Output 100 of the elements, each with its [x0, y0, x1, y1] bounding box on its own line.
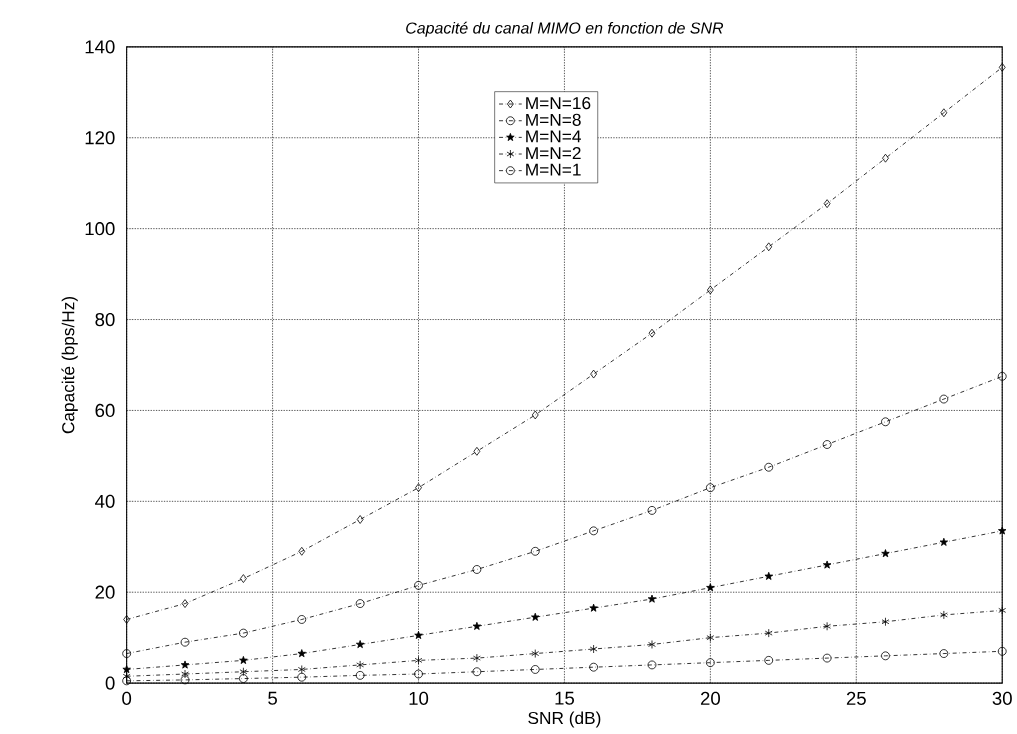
legend-label: M=N=16	[526, 97, 591, 110]
point	[414, 656, 423, 665]
point	[180, 637, 190, 647]
x-tick-label: 5	[268, 691, 277, 705]
y-tick-label: 0	[105, 676, 115, 690]
x-tick-label: 25	[846, 691, 866, 705]
point	[297, 672, 307, 682]
point	[882, 153, 889, 163]
point	[473, 653, 481, 663]
point	[764, 628, 773, 638]
point	[356, 515, 364, 524]
y-tick-label: 140	[85, 40, 115, 54]
point	[122, 671, 131, 681]
point	[181, 669, 189, 679]
point	[297, 615, 307, 624]
point	[997, 371, 1007, 381]
x-tick-label: 30	[992, 691, 1012, 705]
y-tick-label: 120	[85, 131, 115, 145]
point	[822, 653, 832, 663]
point	[530, 665, 540, 674]
point	[764, 462, 774, 472]
point	[823, 199, 831, 209]
point	[705, 483, 715, 493]
point	[181, 599, 189, 608]
x-tick-label: 20	[700, 691, 720, 705]
point	[822, 440, 832, 449]
point	[355, 640, 365, 649]
point	[531, 612, 540, 621]
point	[355, 671, 365, 680]
point	[647, 594, 657, 603]
point	[122, 665, 131, 674]
point	[122, 676, 132, 686]
point	[823, 621, 831, 631]
point	[590, 369, 598, 379]
point	[998, 606, 1007, 615]
y-axis-title: Capacité (bps/Hz)	[61, 296, 78, 434]
point	[180, 660, 190, 669]
y-tick-label: 40	[95, 494, 115, 508]
legend-label: M=N=8	[526, 113, 581, 126]
point	[240, 574, 247, 583]
point	[414, 631, 423, 640]
point	[297, 649, 306, 658]
point	[239, 656, 248, 665]
x-tick-label: 0	[122, 691, 132, 705]
point	[822, 560, 832, 569]
point	[998, 526, 1007, 535]
y-tick-label: 80	[95, 312, 115, 327]
point	[706, 583, 715, 592]
point	[939, 610, 948, 620]
point	[414, 669, 423, 679]
x-axis-title: SNR (dB)	[528, 711, 601, 728]
x-tick-label: 10	[409, 691, 429, 705]
point	[648, 640, 656, 649]
point	[706, 633, 715, 643]
point	[472, 667, 482, 677]
point	[531, 649, 540, 658]
point	[530, 546, 540, 556]
point	[939, 537, 949, 546]
point	[765, 242, 773, 252]
point	[647, 660, 657, 670]
point	[647, 506, 657, 515]
point	[414, 581, 423, 590]
chart-title: Capacité du canal MIMO en fonction de SNR	[406, 21, 724, 37]
point	[473, 446, 481, 456]
point	[356, 660, 364, 670]
point	[298, 546, 306, 556]
point	[123, 615, 131, 624]
point	[940, 108, 948, 118]
point	[997, 646, 1007, 656]
point	[297, 665, 306, 674]
point	[472, 621, 482, 630]
point	[589, 644, 598, 654]
point	[589, 526, 599, 536]
point	[472, 565, 482, 574]
point	[589, 603, 598, 612]
point	[648, 328, 656, 338]
y-tick-label: 60	[95, 403, 115, 418]
point	[881, 651, 890, 661]
point	[939, 394, 949, 404]
point	[239, 667, 248, 677]
point	[706, 285, 714, 295]
point	[355, 599, 365, 608]
point	[764, 656, 774, 665]
point	[881, 417, 890, 427]
point	[939, 649, 949, 658]
y-tick-label: 100	[85, 222, 115, 236]
point	[764, 571, 773, 580]
y-tick-label: 20	[95, 585, 115, 599]
legend-label: M=N=1	[526, 163, 581, 176]
point	[705, 658, 715, 668]
x-tick-label: 15	[555, 691, 575, 705]
point	[881, 549, 890, 558]
point	[531, 410, 539, 420]
legend-label: M=N=2	[526, 146, 581, 160]
point	[589, 662, 599, 672]
point	[415, 483, 422, 493]
point	[881, 617, 890, 627]
legend-label: M=N=4	[526, 130, 581, 143]
point	[122, 649, 132, 658]
point	[180, 675, 190, 685]
